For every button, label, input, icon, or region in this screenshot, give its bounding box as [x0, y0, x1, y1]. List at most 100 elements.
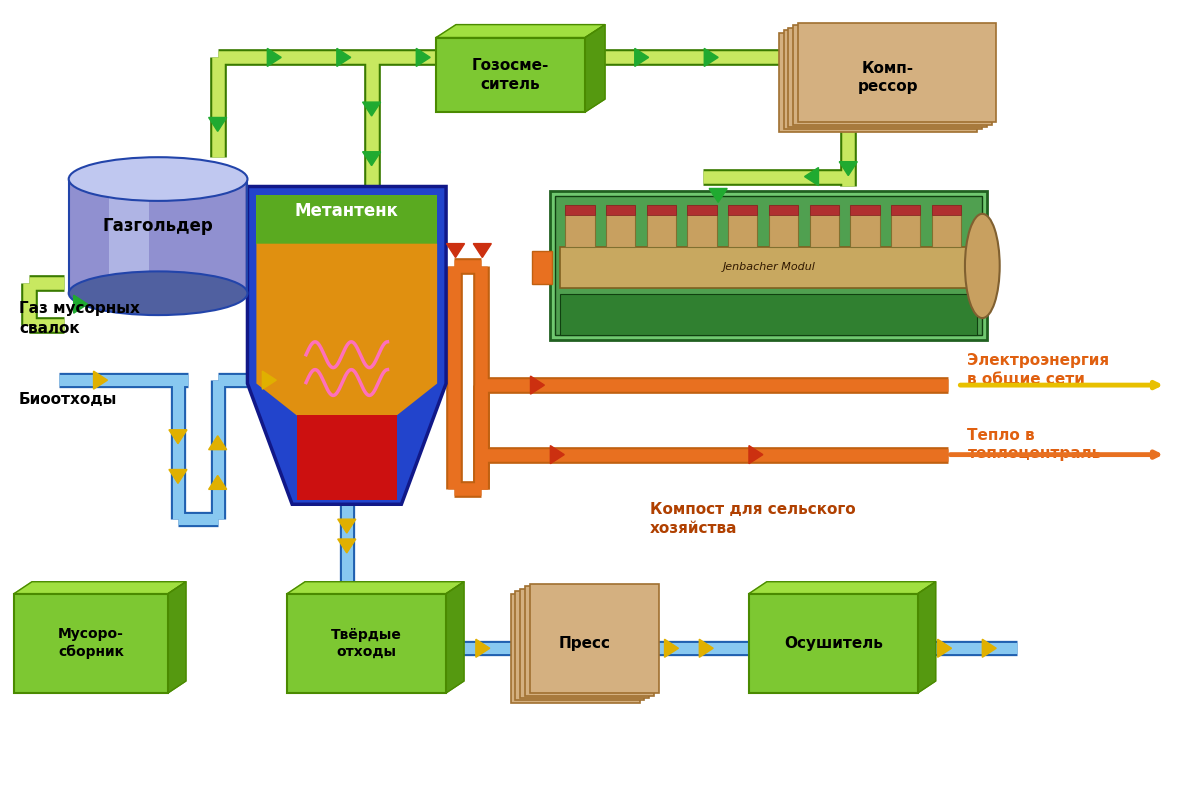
Bar	[851, 205, 880, 246]
Text: Мусоро-
сборник: Мусоро- сборник	[58, 627, 124, 659]
Bar	[931, 205, 961, 215]
Bar	[779, 33, 977, 132]
Polygon shape	[704, 48, 718, 66]
Polygon shape	[709, 189, 727, 202]
Bar	[68, 179, 247, 294]
Text: Газ мусорных
свалок: Газ мусорных свалок	[19, 301, 140, 336]
Polygon shape	[209, 436, 227, 450]
Polygon shape	[416, 48, 430, 66]
Bar	[798, 23, 996, 122]
Polygon shape	[337, 48, 350, 66]
Ellipse shape	[68, 157, 247, 201]
Bar	[688, 205, 716, 246]
Polygon shape	[749, 582, 936, 594]
Polygon shape	[530, 376, 545, 394]
Polygon shape	[476, 639, 490, 658]
Polygon shape	[257, 195, 437, 244]
Polygon shape	[749, 446, 763, 464]
Bar	[529, 584, 659, 694]
Bar	[688, 205, 716, 215]
Polygon shape	[169, 470, 187, 483]
Bar	[647, 205, 676, 246]
Bar	[890, 205, 920, 215]
Text: Твёрдые
отходы: Твёрдые отходы	[331, 628, 402, 659]
Text: Метантенк: Метантенк	[295, 202, 398, 220]
Polygon shape	[209, 118, 227, 131]
Polygon shape	[268, 48, 281, 66]
Bar	[560, 246, 977, 288]
Polygon shape	[337, 519, 356, 533]
Polygon shape	[263, 371, 276, 389]
Bar	[565, 205, 594, 215]
Polygon shape	[209, 475, 227, 490]
Polygon shape	[635, 48, 649, 66]
Bar	[606, 205, 635, 215]
Polygon shape	[14, 582, 186, 594]
Polygon shape	[337, 539, 356, 553]
Text: Тепло в
теплоцентраль: Тепло в теплоцентраль	[967, 428, 1102, 462]
Polygon shape	[551, 446, 564, 464]
Bar	[890, 205, 920, 246]
Polygon shape	[168, 582, 186, 693]
Bar	[511, 594, 640, 703]
Bar	[810, 205, 839, 246]
Bar	[560, 294, 977, 335]
Bar	[14, 594, 168, 693]
Text: Электроэнергия
в общие сети: Электроэнергия в общие сети	[967, 354, 1110, 387]
Bar	[436, 38, 586, 112]
Bar	[606, 205, 635, 246]
Bar	[784, 30, 982, 130]
Polygon shape	[436, 25, 605, 38]
Bar	[565, 205, 594, 246]
Polygon shape	[446, 582, 464, 693]
Bar	[533, 251, 552, 284]
Polygon shape	[287, 582, 464, 594]
Polygon shape	[983, 639, 996, 658]
Polygon shape	[169, 430, 187, 444]
Ellipse shape	[965, 214, 1000, 318]
Text: Биоотходы: Биоотходы	[19, 393, 118, 407]
Bar	[810, 205, 839, 215]
Bar	[851, 205, 880, 215]
Bar	[551, 191, 988, 341]
Text: Комп-
рессор: Комп- рессор	[857, 61, 918, 94]
Bar	[647, 205, 676, 215]
Bar	[520, 589, 649, 698]
Bar	[728, 205, 757, 215]
Polygon shape	[257, 244, 437, 415]
Polygon shape	[665, 639, 678, 658]
Bar	[931, 205, 961, 246]
Bar	[788, 28, 986, 127]
Bar	[515, 591, 644, 701]
Polygon shape	[804, 167, 818, 186]
Polygon shape	[296, 415, 397, 500]
Text: Гозосме-
ситель: Гозосме- ситель	[472, 58, 550, 91]
Bar	[556, 197, 983, 335]
Text: Осушитель: Осушитель	[784, 636, 883, 650]
Text: Пресс: Пресс	[559, 636, 611, 651]
Polygon shape	[446, 243, 464, 258]
Bar	[769, 205, 798, 246]
Polygon shape	[362, 102, 380, 116]
Bar	[749, 594, 918, 693]
Polygon shape	[473, 243, 491, 258]
Bar	[793, 26, 991, 125]
Polygon shape	[94, 371, 108, 389]
Bar	[728, 205, 757, 246]
Polygon shape	[839, 162, 857, 175]
Polygon shape	[700, 639, 713, 658]
Polygon shape	[73, 295, 88, 314]
Text: Газгольдер: Газгольдер	[103, 218, 214, 235]
Polygon shape	[937, 639, 952, 658]
Bar	[109, 179, 149, 294]
Polygon shape	[586, 25, 605, 112]
Text: Jenbacher Modul: Jenbacher Modul	[722, 262, 815, 273]
Bar	[287, 594, 446, 693]
Ellipse shape	[68, 271, 247, 315]
Bar	[769, 205, 798, 215]
Polygon shape	[918, 582, 936, 693]
Text: Компост для сельского
хозяйства: Компост для сельского хозяйства	[649, 502, 856, 536]
Polygon shape	[362, 152, 380, 166]
Bar	[524, 586, 654, 696]
Polygon shape	[247, 186, 446, 504]
